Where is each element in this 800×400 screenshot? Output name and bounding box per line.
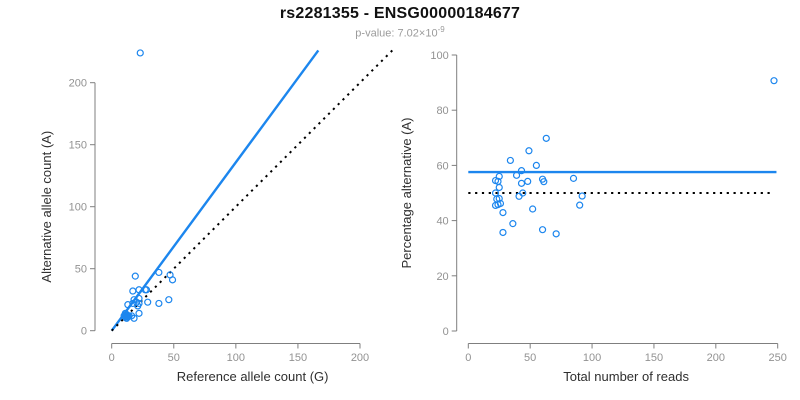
y-axis-title: Percentage alternative (A) [399, 117, 414, 268]
data-point [525, 147, 533, 155]
y-tick-label: 60 [436, 160, 448, 172]
data-point [517, 179, 526, 187]
data-point [124, 301, 132, 309]
y-tick-label: 50 [75, 264, 87, 276]
data-point [524, 177, 532, 186]
data-point [129, 287, 137, 295]
data-point [134, 302, 142, 310]
x-tick-label: 200 [351, 352, 369, 364]
y-tick-label: 20 [436, 271, 448, 283]
data-point [135, 294, 143, 303]
y-tick-label: 0 [81, 326, 87, 338]
x-axis-title: Reference allele count (G) [177, 369, 329, 384]
y-tick-label: 100 [69, 202, 87, 214]
pvalue-exponent: -9 [437, 25, 445, 34]
left-scatter-panel: 0 50 100 150 200 0 50 100 150 200 Reference allele… [39, 49, 393, 384]
data-point [538, 226, 547, 234]
y-tick-label: 200 [69, 78, 87, 90]
x-tick-label: 0 [465, 352, 471, 364]
data-point [155, 268, 163, 277]
data-point [495, 183, 503, 192]
x-tick-label: 250 [769, 352, 787, 364]
data-point [495, 172, 503, 181]
data-point [155, 299, 163, 308]
x-tick-label: 100 [227, 352, 245, 364]
data-point [512, 171, 521, 179]
x-tick-label: 200 [707, 352, 725, 364]
pvalue-text: p-value: 7.02×10 [355, 27, 438, 40]
data-point [542, 134, 550, 142]
data-point [130, 314, 138, 322]
data-point [499, 208, 507, 217]
fit-line [110, 49, 320, 332]
x-tick-label: 150 [645, 352, 663, 364]
data-point [532, 161, 540, 169]
data-point [509, 220, 517, 228]
data-point [552, 230, 560, 238]
y-tick-label: 80 [436, 105, 448, 117]
data-point [540, 178, 548, 186]
data-point [168, 276, 177, 284]
data-point [578, 192, 586, 200]
data-point [144, 298, 152, 306]
y-tick-label: 150 [69, 140, 87, 152]
y-tick-label: 100 [430, 50, 448, 62]
y-axis-title: Alternative allele count (A) [39, 131, 54, 283]
data-point [499, 228, 507, 237]
data-point [165, 296, 173, 304]
y-tick-label: 0 [443, 326, 449, 338]
x-tick-label: 50 [524, 352, 536, 364]
x-tick-label: 150 [289, 352, 307, 364]
data-point [576, 201, 584, 209]
x-tick-label: 0 [109, 352, 115, 364]
data-point [142, 286, 151, 294]
figure-title: rs2281355 - ENSG00000184677 [279, 5, 521, 22]
data-point [131, 272, 139, 280]
data-point [569, 174, 578, 182]
data-point [491, 201, 500, 210]
data-point [515, 192, 523, 200]
data-point [770, 77, 778, 85]
data-point [491, 176, 500, 185]
data-point [517, 167, 526, 175]
y-tick-label: 40 [436, 216, 448, 228]
right-scatter-panel: 0 50 100 150 200 250 0 20 40 60 80 100 Total number … [399, 50, 787, 384]
data-point [506, 156, 514, 165]
x-tick-label: 50 [168, 352, 180, 364]
data-point [136, 49, 144, 57]
data-point [529, 205, 537, 213]
data-point [135, 309, 143, 317]
identity-line [110, 49, 393, 332]
figure-subtitle: p-value: 7.02×10-9 [0, 25, 800, 40]
x-axis-title: Total number of reads [563, 369, 689, 384]
x-tick-label: 100 [583, 352, 601, 364]
